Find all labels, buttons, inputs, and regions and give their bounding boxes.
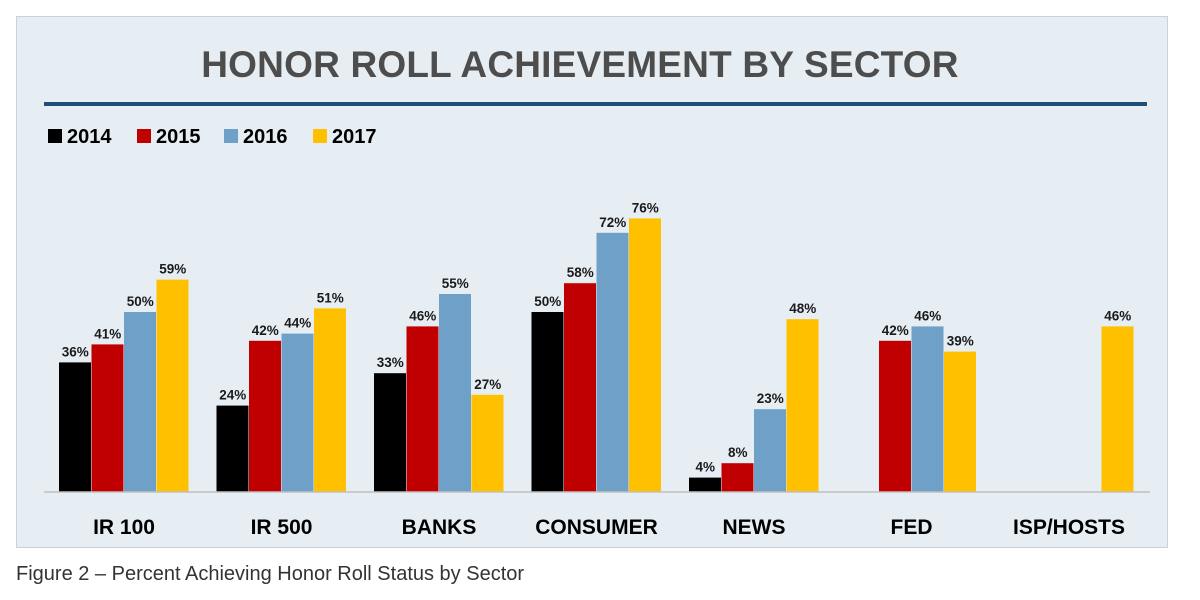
data-label: 27% xyxy=(474,377,501,392)
x-tick-label: CONSUMER xyxy=(535,516,658,539)
x-tick-label: ISP/HOSTS xyxy=(1013,516,1125,539)
bar-2016 xyxy=(124,312,156,492)
x-tick-label: IR 500 xyxy=(251,516,313,539)
bar-2016 xyxy=(596,232,629,493)
data-label: 46% xyxy=(409,308,436,323)
bar-2017 xyxy=(629,218,661,492)
bar-2017 xyxy=(944,351,976,492)
bar-2017 xyxy=(786,319,819,492)
data-label: 8% xyxy=(728,445,748,460)
data-label: 59% xyxy=(159,262,186,277)
data-label: 58% xyxy=(567,265,594,280)
bar-2014 xyxy=(59,362,91,492)
data-label: 41% xyxy=(94,326,121,341)
bar-2015 xyxy=(721,463,754,492)
bar-2017 xyxy=(1101,326,1134,492)
bar-2017 xyxy=(156,279,189,492)
data-label: 76% xyxy=(632,200,659,215)
legend-swatch-2014 xyxy=(48,129,62,143)
legend: 2014 2015 2016 2017 xyxy=(48,126,377,148)
bar-2015 xyxy=(249,340,281,492)
data-label: 48% xyxy=(789,301,816,316)
bar-2017 xyxy=(314,308,346,492)
data-label: 42% xyxy=(882,323,909,338)
bar-2016 xyxy=(439,294,471,492)
data-label: 42% xyxy=(252,323,279,338)
data-label: 72% xyxy=(599,215,626,230)
data-label: 39% xyxy=(947,334,974,349)
bar-2014 xyxy=(689,477,721,492)
x-tick-label: FED xyxy=(891,516,933,539)
legend-swatch-2015 xyxy=(137,129,151,143)
bar-2016 xyxy=(281,333,314,492)
bar-2015 xyxy=(564,283,596,492)
bar-2015 xyxy=(879,340,911,492)
data-label: 50% xyxy=(127,294,154,309)
legend-label-2014: 2014 xyxy=(67,126,112,148)
bar-2015 xyxy=(91,344,124,492)
legend-label-2016: 2016 xyxy=(243,126,288,148)
data-label: 44% xyxy=(284,316,311,331)
legend-label-2015: 2015 xyxy=(156,126,201,148)
bar-2014 xyxy=(216,405,249,492)
x-tick-label: IR 100 xyxy=(93,516,155,539)
data-label: 46% xyxy=(1104,308,1131,323)
data-label: 23% xyxy=(757,391,784,406)
data-label: 36% xyxy=(62,344,89,359)
x-tick-label: BANKS xyxy=(402,516,477,539)
data-label: 55% xyxy=(442,276,469,291)
legend-swatch-2016 xyxy=(224,129,238,143)
title-rule xyxy=(44,102,1147,106)
bar-2014 xyxy=(531,312,564,492)
bars-group xyxy=(59,218,1134,493)
legend-label-2017: 2017 xyxy=(332,126,377,148)
data-label: 50% xyxy=(534,294,561,309)
bar-2017 xyxy=(471,394,504,492)
x-tick-labels-group: IR 100 IR 500 BANKS CONSUMER NEWS FED ISP/HOST… xyxy=(93,516,1125,539)
value-labels-group: 36% 41% 50% 59% 24% 42% 44% 51% 33% 46% 55% 27% 50% 5… xyxy=(62,200,1132,474)
data-label: 51% xyxy=(317,290,344,305)
figure-caption: Figure 2 – Percent Achieving Honor Roll … xyxy=(16,563,525,585)
bar-2015 xyxy=(406,326,439,492)
data-label: 24% xyxy=(219,388,246,403)
data-label: 4% xyxy=(695,460,715,475)
bar-2014 xyxy=(374,373,406,492)
x-tick-label: NEWS xyxy=(723,516,786,539)
data-label: 46% xyxy=(914,308,941,323)
legend-swatch-2017 xyxy=(313,129,327,143)
bar-2016 xyxy=(754,409,786,492)
bar-2016 xyxy=(911,326,944,492)
data-label: 33% xyxy=(377,355,404,370)
chart-title: HONOR ROLL ACHIEVEMENT BY SECTOR xyxy=(201,44,959,85)
chart-svg: 2014 2015 2016 2017 36% 41% 50% 59% 24% 42% 44% 51… xyxy=(44,126,1150,539)
